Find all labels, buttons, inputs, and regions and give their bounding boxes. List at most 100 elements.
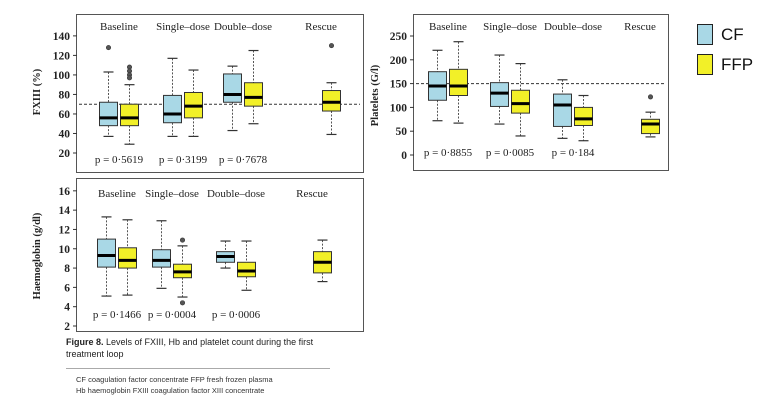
outlier-point xyxy=(180,300,186,306)
y-tick-label: 140 xyxy=(53,31,71,43)
y-tick-label: 12 xyxy=(59,224,71,236)
legend-item-ffp: FFP xyxy=(697,54,777,75)
p-value-label: p = 0·7678 xyxy=(219,154,268,166)
p-value-label: p = 0·3199 xyxy=(159,154,208,166)
box-iqr xyxy=(163,94,182,124)
boxplot-ffp xyxy=(449,41,468,124)
group-label: Baseline xyxy=(98,188,136,200)
group-label: Double–dose xyxy=(207,188,265,200)
outlier-point xyxy=(106,45,112,51)
boxplot-cf xyxy=(163,57,182,138)
boxplot-ffp xyxy=(511,63,530,137)
box-iqr xyxy=(152,249,171,268)
outlier-point xyxy=(127,75,133,81)
legend-label-cf: CF xyxy=(721,24,744,44)
y-tick-label: 4 xyxy=(64,302,70,314)
p-value-label: p = 0·0004 xyxy=(148,309,197,321)
y-tick-label: 100 xyxy=(53,70,71,82)
p-value-label: p = 0·0085 xyxy=(486,147,535,159)
footnote-line: Hb haemoglobin FXIII coagulation factor … xyxy=(76,386,265,395)
y-tick-label: 10 xyxy=(59,244,71,256)
p-value-label: p = 0·184 xyxy=(552,147,595,159)
boxplot-ffp xyxy=(574,94,593,142)
boxplot-ffp xyxy=(641,94,660,138)
y-tick-label: 120 xyxy=(53,50,71,62)
legend-swatch-cf xyxy=(697,24,713,45)
box-iqr xyxy=(553,93,572,127)
y-tick-label: 80 xyxy=(59,89,71,101)
group-label: Single–dose xyxy=(483,21,537,33)
box-iqr xyxy=(511,89,530,114)
boxplot-ffp xyxy=(237,240,256,291)
footnote-line: CF coagulation factor concentrate FFP fr… xyxy=(76,375,273,384)
group-label: Double–dose xyxy=(214,21,272,33)
boxplot-cf xyxy=(152,220,171,289)
group-label: Baseline xyxy=(100,21,138,33)
y-tick-label: 250 xyxy=(390,31,408,43)
group-label: Rescue xyxy=(624,21,656,33)
group-label: Single–dose xyxy=(145,188,199,200)
legend-item-cf: CF xyxy=(697,24,777,45)
boxplot-cf xyxy=(490,54,509,125)
group-label: Double–dose xyxy=(544,21,602,33)
p-value-label: p = 0·1466 xyxy=(93,309,142,321)
boxplot-ffp xyxy=(322,43,341,136)
box-iqr xyxy=(99,101,118,127)
footnotes: CF coagulation factor concentrate FFP fr… xyxy=(76,374,376,396)
box-iqr xyxy=(449,68,468,96)
box-iqr xyxy=(574,106,593,126)
boxplot-ffp xyxy=(118,219,137,296)
y-tick-label: 16 xyxy=(59,186,71,198)
y-tick-label: 14 xyxy=(59,205,71,217)
group-label: Rescue xyxy=(305,21,337,33)
y-tick-label: 2 xyxy=(64,321,70,333)
y-tick-label: 60 xyxy=(59,109,71,121)
y-tick-label: 50 xyxy=(396,126,408,138)
boxplot-cf xyxy=(216,240,235,269)
legend-swatch-ffp xyxy=(697,54,713,75)
box-iqr xyxy=(118,247,137,269)
y-tick-label: 6 xyxy=(64,282,70,294)
group-label: Baseline xyxy=(429,21,467,33)
boxplot-cf xyxy=(99,45,118,138)
boxplot-ffp xyxy=(120,64,139,145)
y-axis-label: FXIII (%) xyxy=(32,68,43,115)
p-value-label: p = 0·5619 xyxy=(95,154,144,166)
p-value-label: p = 0·0006 xyxy=(212,309,261,321)
y-tick-label: 8 xyxy=(64,263,70,275)
figure-caption: Figure 8. Levels of FXIII, Hb and platel… xyxy=(66,336,336,360)
outlier-point xyxy=(647,94,653,100)
y-tick-label: 100 xyxy=(390,102,408,114)
legend: CF FFP xyxy=(697,24,777,84)
boxplot-cf xyxy=(97,216,116,297)
group-label: Single–dose xyxy=(156,21,210,33)
box-iqr xyxy=(244,82,263,107)
y-tick-label: 0 xyxy=(401,150,407,162)
boxplot-cf xyxy=(428,49,447,122)
boxplot-ffp xyxy=(244,49,263,125)
outlier-point xyxy=(180,237,186,243)
boxplot-ffp xyxy=(184,69,203,138)
fxiii-panel xyxy=(76,14,364,173)
boxplot-ffp xyxy=(173,237,192,306)
outlier-point xyxy=(328,43,334,49)
y-tick-label: 200 xyxy=(390,55,408,67)
figure-caption-text: Levels of FXIII, Hb and platelet count d… xyxy=(66,337,314,359)
group-label: Rescue xyxy=(296,188,328,200)
legend-label-ffp: FFP xyxy=(721,54,754,74)
y-tick-label: 150 xyxy=(390,79,408,91)
y-axis-label: Platelets (G/l) xyxy=(370,64,381,126)
caption-divider xyxy=(66,368,330,369)
box-iqr xyxy=(97,238,116,268)
boxplot-ffp xyxy=(313,239,332,283)
p-value-label: p = 0·8855 xyxy=(424,147,473,159)
box-iqr xyxy=(120,103,139,127)
y-tick-label: 40 xyxy=(59,128,71,140)
boxplot-cf xyxy=(553,79,572,139)
y-axis-label: Haemoglobin (g/dl) xyxy=(32,212,43,299)
figure-label: Figure 8. xyxy=(66,337,104,347)
boxplot-cf xyxy=(223,65,242,132)
